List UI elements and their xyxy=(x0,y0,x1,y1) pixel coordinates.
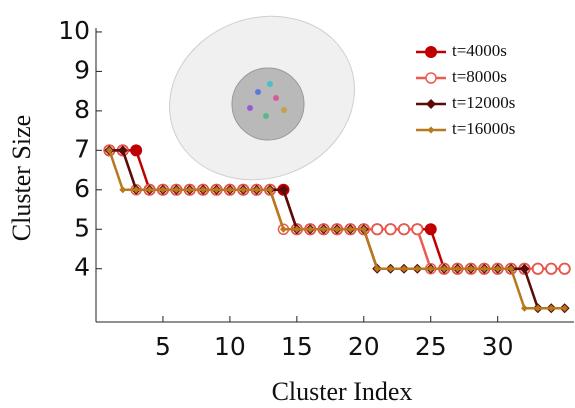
y-tick-label: 10 xyxy=(58,16,90,45)
legend: t=4000s t=8000s t=12000s t=16000s xyxy=(452,41,515,138)
x-tick-label: 30 xyxy=(482,332,514,361)
x-tick-label: 20 xyxy=(348,332,380,361)
x-tick-label: 5 xyxy=(155,332,171,361)
data-point xyxy=(425,223,437,235)
data-point xyxy=(412,224,422,234)
legend-label: t=16000s xyxy=(452,119,515,138)
data-point xyxy=(521,305,528,312)
cell-inset xyxy=(146,0,377,205)
y-tick-label: 4 xyxy=(74,253,90,282)
x-tick-label: 10 xyxy=(214,332,246,361)
x-tick-label: 25 xyxy=(415,332,447,361)
y-tick-label: 6 xyxy=(74,174,90,203)
data-point xyxy=(546,264,556,274)
x-axis-label: Cluster Index xyxy=(272,377,413,406)
data-point xyxy=(533,264,543,274)
legend-marker xyxy=(426,73,436,83)
legend-label: t=12000s xyxy=(452,93,515,112)
legend-label: t=8000s xyxy=(452,67,507,86)
legend-label: t=4000s xyxy=(452,41,507,60)
y-tick-label: 7 xyxy=(74,134,90,163)
data-point xyxy=(119,186,126,193)
data-point xyxy=(386,224,396,234)
data-point xyxy=(399,224,409,234)
data-point xyxy=(130,144,142,156)
series-line xyxy=(109,150,564,268)
y-tick-label: 9 xyxy=(74,55,90,84)
chart: Cluster Index Cluster Size t=4000s t=800… xyxy=(0,0,575,408)
series-line xyxy=(109,150,564,268)
y-tick-label: 8 xyxy=(74,95,90,124)
y-axis-label: Cluster Size xyxy=(7,115,36,241)
x-tick-label: 15 xyxy=(281,332,313,361)
y-tick-label: 5 xyxy=(74,213,90,242)
legend-marker xyxy=(425,46,437,58)
legend-marker xyxy=(426,99,436,109)
data-point xyxy=(372,224,382,234)
legend-marker xyxy=(428,127,435,134)
data-point xyxy=(560,264,570,274)
